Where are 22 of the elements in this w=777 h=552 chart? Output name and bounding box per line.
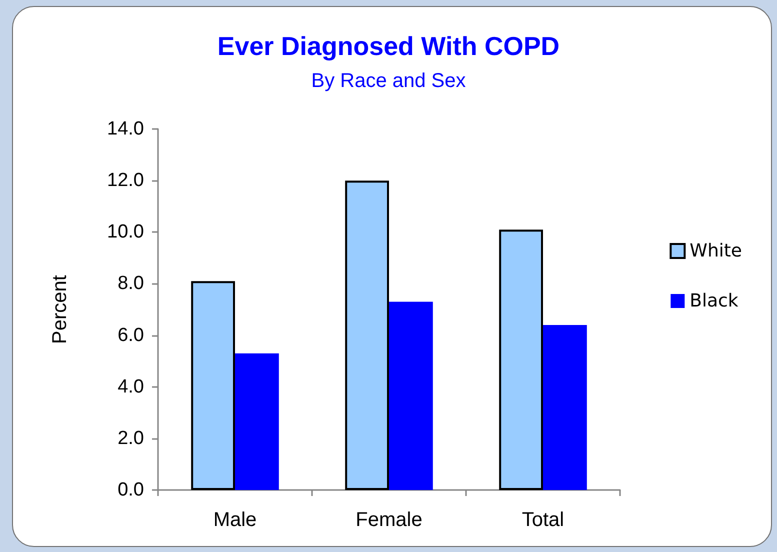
bar: [345, 180, 389, 490]
bar: [235, 353, 279, 490]
bar: [389, 302, 433, 490]
y-tick-label: 2.0: [118, 428, 144, 449]
y-tick-label: 0.0: [118, 480, 144, 500]
x-tick-label: Male: [213, 509, 257, 531]
y-tick-label: 12.0: [107, 170, 144, 192]
y-tick-label: 4.0: [118, 376, 144, 398]
bar: [499, 230, 543, 490]
legend-label: Black: [690, 290, 739, 312]
y-tick-label: 10.0: [107, 222, 144, 243]
bar: [543, 324, 587, 490]
y-tick-label: 14.0: [107, 118, 144, 140]
bar: [191, 281, 235, 490]
x-tick-label: Female: [356, 509, 422, 531]
legend-label: White: [690, 240, 742, 262]
y-tick-label: 6.0: [118, 324, 144, 346]
y-tick-label: 8.0: [118, 273, 144, 294]
chart-subtitle: By Race and Sex: [311, 70, 466, 92]
chart-title: Ever Diagnosed With COPD: [217, 31, 560, 61]
y-axis-title: Percent: [49, 274, 71, 344]
x-tick-label: Total: [522, 509, 564, 531]
